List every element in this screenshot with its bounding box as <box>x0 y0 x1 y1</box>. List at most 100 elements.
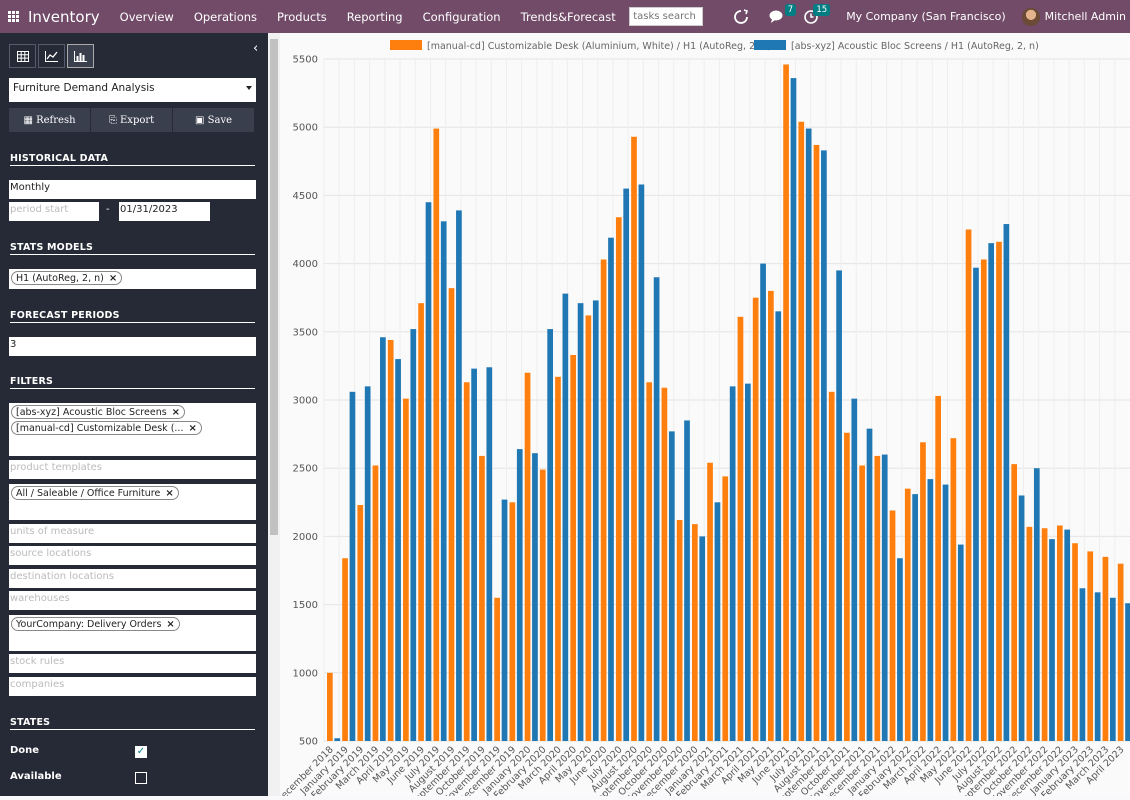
bar-series-1 <box>395 359 401 741</box>
bar-series-1 <box>334 738 341 741</box>
historical-data-heading: HISTORICAL DATA <box>10 153 109 164</box>
category-tag: All / Saleable / Office Furniture × <box>11 486 179 500</box>
refresh-button[interactable]: ▦ Refresh <box>9 108 90 132</box>
bar-series-1 <box>471 368 477 741</box>
remove-tag-icon[interactable]: × <box>171 406 181 418</box>
bar-series-1 <box>623 188 630 741</box>
nav-reporting[interactable]: Reporting <box>346 9 403 24</box>
bar-series-1 <box>821 150 827 741</box>
state-available-checkbox[interactable] <box>135 772 147 784</box>
nav-operations[interactable]: Operations <box>193 9 258 24</box>
bar-series-0 <box>783 64 789 742</box>
bar-series-1 <box>1049 539 1055 741</box>
bar-series-1 <box>547 329 554 741</box>
apps-grid-icon[interactable] <box>8 10 20 23</box>
destination-locations-input[interactable]: destination locations <box>9 569 256 588</box>
bar-series-0 <box>539 469 546 741</box>
collapse-sidebar-icon[interactable]: ‹ <box>253 41 259 56</box>
remove-tag-icon[interactable]: × <box>108 272 118 284</box>
bar-series-1 <box>501 499 508 741</box>
bar-chart: [manual-cd] Customizable Desk (Aluminium… <box>274 40 1130 800</box>
bar-series-0 <box>737 316 744 741</box>
company-switcher[interactable]: My Company (San Francisco) <box>846 10 1006 23</box>
save-button[interactable]: ▣ Save <box>173 108 254 132</box>
product-templates-input[interactable]: product templates <box>9 460 256 479</box>
bar-series-0 <box>418 303 424 741</box>
y-tick-label: 4500 <box>293 191 318 202</box>
bar-series-1 <box>699 536 706 741</box>
remove-tag-icon[interactable]: × <box>188 422 197 434</box>
source-locations-input[interactable]: source locations <box>9 546 256 565</box>
table-view-button[interactable] <box>9 44 36 68</box>
activity-clock-icon[interactable]: 15 <box>804 3 831 24</box>
scrollbar-thumb[interactable] <box>270 39 278 535</box>
bar-series-1 <box>881 454 888 741</box>
units-of-measure-input[interactable]: units of measure <box>9 524 256 543</box>
user-avatar[interactable] <box>1021 7 1040 26</box>
nav-configuration[interactable]: Configuration <box>422 9 501 24</box>
legend-label: [abs-xyz] Acoustic Bloc Screens / H1 (Au… <box>791 41 1039 52</box>
sidebar-scrollbar[interactable] <box>268 33 280 796</box>
bar-series-0 <box>676 520 683 741</box>
warehouses-input[interactable]: warehouses <box>9 591 256 610</box>
refresh-sync-icon[interactable] <box>733 8 749 25</box>
stats-model-tag: H1 (AutoReg, 2, n) × <box>11 271 123 285</box>
nav-products[interactable]: Products <box>277 9 327 24</box>
bar-chart-icon <box>74 50 87 62</box>
product-tag-label: [abs-xyz] Acoustic Bloc Screens <box>16 406 167 418</box>
refresh-label: Refresh <box>36 114 76 126</box>
bar-series-1 <box>973 267 979 741</box>
divider <box>10 388 255 389</box>
bar-series-1 <box>790 78 797 741</box>
period-field[interactable]: Monthly <box>9 180 256 199</box>
bar-series-0 <box>904 488 911 741</box>
bar-series-0 <box>874 455 881 741</box>
bar-series-1 <box>927 479 934 741</box>
stats-models-field[interactable]: H1 (AutoReg, 2, n) × <box>9 269 256 289</box>
picking-type-tag-label: YourCompany: Delivery Orders <box>16 618 162 630</box>
remove-tag-icon[interactable]: × <box>166 618 175 630</box>
table-icon <box>16 50 29 62</box>
bar-series-0 <box>844 432 850 741</box>
y-tick-label: 3500 <box>293 327 318 338</box>
stock-rules-input[interactable]: stock rules <box>9 654 256 673</box>
bar-series-0 <box>555 376 561 741</box>
forecast-periods-input[interactable]: 3 <box>9 337 256 356</box>
remove-tag-icon[interactable]: × <box>165 487 174 499</box>
bar-series-0 <box>1041 528 1048 741</box>
divider <box>10 729 255 730</box>
bar-chart-view-button[interactable] <box>67 44 94 68</box>
bar-series-1 <box>440 221 447 742</box>
y-tick-label: 2000 <box>293 532 318 543</box>
export-label: Export <box>120 114 155 126</box>
state-done-checkbox[interactable]: ✓ <box>135 746 147 758</box>
bar-series-1 <box>577 303 584 741</box>
companies-input[interactable]: companies <box>9 677 256 696</box>
bar-series-0 <box>403 398 409 741</box>
bar-series-1 <box>775 311 782 741</box>
y-tick-label: 5500 <box>293 55 318 66</box>
category-filter-field[interactable]: All / Saleable / Office Furniture × <box>9 484 256 520</box>
picking-type-filter-field[interactable]: YourCompany: Delivery Orders × <box>9 615 256 651</box>
app-brand[interactable]: Inventory <box>28 7 100 26</box>
bar-series-1 <box>866 428 873 741</box>
export-button[interactable]: ⎘ Export <box>91 108 172 132</box>
nav-trends-forecast[interactable]: Trends&Forecast <box>520 9 616 24</box>
legend-swatch <box>390 40 422 50</box>
bar-series-1 <box>486 367 493 741</box>
user-menu[interactable]: Mitchell Admin <box>1044 10 1126 23</box>
bar-series-1 <box>1125 603 1130 741</box>
period-start-input[interactable]: period start <box>9 202 99 221</box>
bar-series-0 <box>448 288 455 741</box>
line-chart-view-button[interactable] <box>38 44 65 68</box>
period-end-input[interactable]: 01/31/2023 <box>119 202 210 221</box>
nav-overview[interactable]: Overview <box>119 9 174 24</box>
bar-series-0 <box>327 672 333 741</box>
products-filter-field[interactable]: [abs-xyz] Acoustic Bloc Screens × [manual… <box>9 403 256 456</box>
report-select[interactable]: Furniture Demand Analysis <box>9 78 256 102</box>
chat-icon[interactable]: 7 <box>769 4 797 23</box>
tasks-search-input[interactable] <box>629 7 704 26</box>
bar-series-1 <box>1033 468 1040 741</box>
y-tick-label: 1500 <box>293 600 318 611</box>
bar-series-0 <box>722 476 729 741</box>
